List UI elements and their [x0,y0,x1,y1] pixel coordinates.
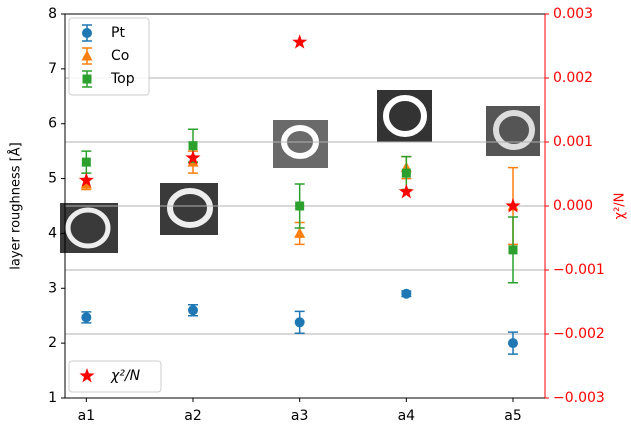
marker [399,184,414,199]
y2-tick-label: 0.002 [553,70,593,86]
y-tick-label: 1 [48,390,57,406]
y-tick-label: 3 [48,280,57,296]
marker [401,289,411,299]
marker [189,141,198,150]
legend-marker [83,75,92,84]
legend-label: Co [111,48,129,64]
x-tick-label: a2 [184,408,202,424]
marker [295,202,304,211]
legend-label: Pt [111,25,125,41]
legend-box [69,18,149,95]
x-tick-label: a3 [291,408,309,424]
legend-label: χ²/N [110,368,141,384]
y-tick-label: 6 [48,116,57,132]
y2-tick-label: 0.001 [553,134,593,150]
chart: layer roughness [Å] χ²/N 1 2 3 4 5 6 7 8 −0.003 −… [0,0,631,431]
x-tick-label: a5 [504,408,522,424]
y-tick-label: 4 [48,225,57,241]
y2-tick-label: −0.003 [553,390,605,406]
marker [402,169,411,178]
y-axis-label: layer roughness [Å] [8,142,24,269]
y2-tick-label: −0.001 [553,262,605,278]
marker [81,312,91,322]
y-tick-label: 8 [48,6,57,22]
marker [295,317,305,327]
x-tick-label: a4 [398,408,416,424]
x-tick-label: a1 [78,408,96,424]
y2-axis-label: χ²/N [613,193,628,220]
legend-marker [82,28,92,38]
y-tick-label: 7 [48,61,57,77]
y-tick-label: 2 [48,335,57,351]
y2-tick-label: 0.003 [553,6,593,22]
marker [508,338,518,348]
marker [292,34,307,48]
y-tick-label: 5 [48,171,57,187]
y2-tick-label: −0.002 [553,326,605,342]
marker [509,245,518,254]
legend-label: Top [110,71,135,87]
y2-tick-label: 0.000 [553,198,593,214]
marker [188,305,198,315]
marker [82,158,91,167]
marker [294,227,305,238]
